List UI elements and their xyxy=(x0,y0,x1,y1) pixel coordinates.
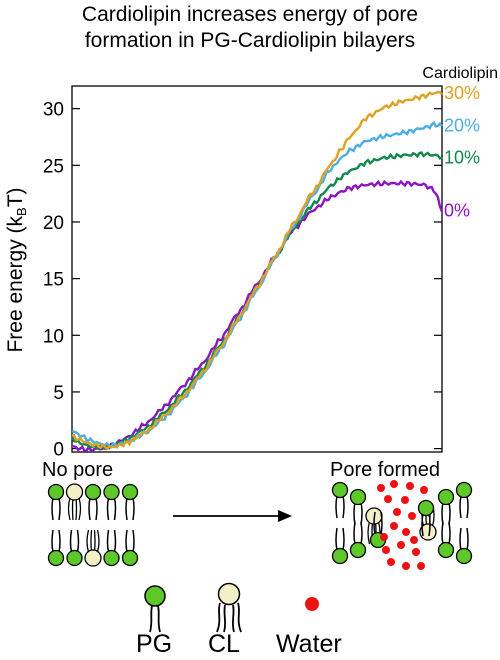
pg-label: PG xyxy=(136,630,172,658)
water-molecule-12 xyxy=(412,548,420,556)
flat-top-lipid-1 xyxy=(65,483,84,521)
water-molecule-7 xyxy=(408,512,416,520)
water-molecule-6 xyxy=(393,508,401,516)
membrane-diagram: No pore Pore formed xyxy=(42,459,473,570)
pore-top-lipid-1 xyxy=(349,488,367,526)
y-tick-label-10: 10 xyxy=(43,326,64,347)
pore-bottom-lipid-0 xyxy=(331,527,349,565)
y-axis-label: Free energy (kBT) xyxy=(4,187,29,352)
pore-formed-label: Pore formed xyxy=(330,459,440,481)
pore-top-lipid-3 xyxy=(455,481,473,519)
water-molecule-10 xyxy=(382,546,390,554)
no-pore-label: No pore xyxy=(42,459,113,481)
y-axis-ticks: 0 5 10 15 20 25 30 xyxy=(43,100,442,461)
pg-lipid-icon xyxy=(144,585,166,633)
water-molecule-1 xyxy=(390,480,398,488)
water-molecule-2 xyxy=(406,482,414,490)
flat-bottom-lipid-3 xyxy=(103,529,120,567)
transition-arrow xyxy=(173,510,292,522)
series-label-10pct: 10% xyxy=(444,147,480,167)
series-labels: 0% 10% 20% 30% xyxy=(444,83,480,221)
bilayer-pore-formed xyxy=(331,480,473,570)
water-molecule-17 xyxy=(410,536,418,544)
pore-bottom-lipid-3 xyxy=(455,527,473,565)
flat-top-lipid-4 xyxy=(121,483,139,521)
pore-top-lipid-2 xyxy=(437,488,455,526)
water-molecule-0 xyxy=(377,484,385,492)
flat-top-lipid-0 xyxy=(47,483,65,521)
series-line-30pct xyxy=(71,90,443,451)
series-label-20pct: 20% xyxy=(444,116,480,136)
y-tick-label-30: 30 xyxy=(43,100,64,121)
water-dot-icon xyxy=(305,597,319,611)
title-line-2: formation in PG-Cardiolipin bilayers xyxy=(84,29,416,52)
water-molecule-15 xyxy=(417,562,425,570)
water-molecule-14 xyxy=(402,562,410,570)
series-label-30pct: 30% xyxy=(444,83,480,103)
bilayer-no-pore xyxy=(47,483,139,567)
water-molecule-16 xyxy=(380,533,388,541)
water-molecule-5 xyxy=(401,496,409,504)
water-label: Water xyxy=(276,630,342,658)
y-axis-label-main: Free energy (k xyxy=(4,215,27,352)
y-tick-label-0: 0 xyxy=(53,440,64,461)
series-line-0pct xyxy=(72,179,444,453)
water-molecule-11 xyxy=(397,541,405,549)
y-tick-label-15: 15 xyxy=(43,270,64,291)
series-line-20pct xyxy=(71,120,443,450)
legend-title: Cardiolipin xyxy=(422,65,498,82)
water-molecule-8 xyxy=(390,522,398,530)
y-axis-label-end: T) xyxy=(4,187,27,207)
arrow-head xyxy=(278,510,292,522)
flat-top-lipid-3 xyxy=(103,483,120,521)
flat-bottom-lipid-4 xyxy=(121,529,139,567)
title-line-1: Cardiolipin increases energy of pore xyxy=(81,3,419,26)
flat-bottom-lipid-1 xyxy=(66,529,83,567)
plot-frame xyxy=(71,85,443,453)
pore-top-lipid-0 xyxy=(331,481,349,519)
plot-area: 0 5 10 15 20 25 30 xyxy=(43,85,444,461)
pore-bottom-lipid-2 xyxy=(437,521,455,559)
flat-bottom-lipid-2 xyxy=(84,529,102,567)
flat-top-lipid-2 xyxy=(84,483,102,521)
y-tick-label-25: 25 xyxy=(43,156,64,177)
y-tick-label-20: 20 xyxy=(43,213,64,234)
water-molecule-13 xyxy=(387,558,395,566)
chart-title: Cardiolipin increases energy of pore for… xyxy=(0,2,500,54)
water-molecule-4 xyxy=(384,495,392,503)
y-axis-label-subscript: B xyxy=(14,207,29,216)
water-molecule-3 xyxy=(420,486,428,494)
pore-lining-pg-right xyxy=(417,499,435,537)
flat-bottom-lipid-0 xyxy=(47,529,65,567)
water-molecule-9 xyxy=(402,528,410,536)
cl-label: CL xyxy=(208,630,240,658)
series-label-0pct: 0% xyxy=(444,201,470,221)
series-lines xyxy=(70,90,444,453)
series-line-10pct xyxy=(70,151,443,451)
y-tick-label-5: 5 xyxy=(53,383,64,404)
legend-key: PG CL Water xyxy=(136,582,342,658)
cl-lipid-icon xyxy=(216,582,242,633)
pore-bottom-lipid-1 xyxy=(349,521,367,559)
